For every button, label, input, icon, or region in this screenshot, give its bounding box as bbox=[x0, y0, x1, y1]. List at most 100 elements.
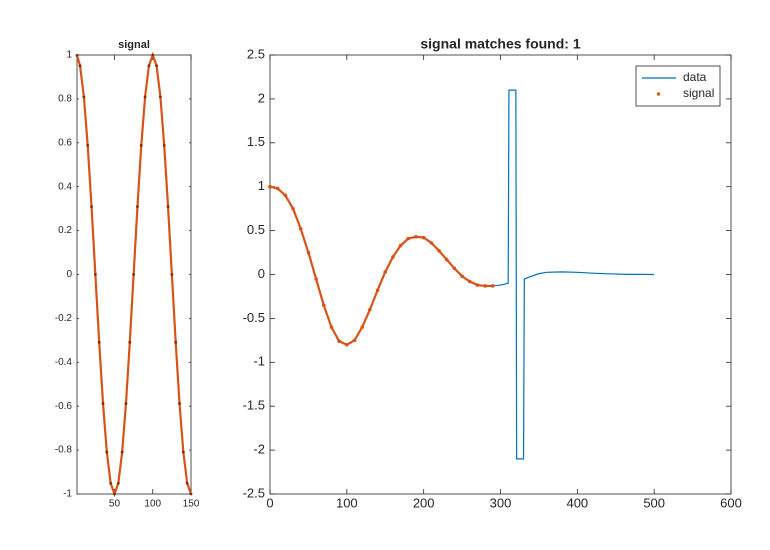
signal-line bbox=[269, 185, 493, 346]
y-tick-label: -2 bbox=[253, 442, 265, 457]
marker bbox=[352, 338, 357, 343]
y-tick-label: 2 bbox=[258, 90, 265, 105]
marker bbox=[147, 64, 151, 68]
marker bbox=[345, 342, 349, 347]
legend: data signal bbox=[635, 65, 721, 107]
marker bbox=[391, 255, 395, 259]
x-tick-label: 0 bbox=[266, 495, 273, 510]
y-tick-label: 2.5 bbox=[247, 46, 265, 61]
marker bbox=[421, 235, 426, 240]
marker bbox=[452, 266, 457, 271]
marker bbox=[151, 53, 155, 57]
marker bbox=[275, 186, 280, 191]
y-tick-label: 0 bbox=[258, 266, 265, 281]
marker bbox=[181, 450, 185, 454]
marker bbox=[82, 95, 86, 99]
y-tick-label: -1.5 bbox=[243, 398, 265, 413]
legend-label: signal bbox=[683, 86, 714, 100]
marker bbox=[406, 236, 411, 241]
x-tick-label: 150 bbox=[183, 499, 200, 510]
chart-title: signal matches found: 1 bbox=[420, 36, 580, 52]
marker bbox=[162, 144, 166, 147]
marker bbox=[185, 481, 189, 485]
x-tick-label: 300 bbox=[490, 495, 512, 510]
x-tick-label: 100 bbox=[144, 499, 161, 510]
marker bbox=[155, 64, 158, 68]
marker bbox=[97, 340, 101, 344]
marker bbox=[178, 402, 181, 405]
marker bbox=[116, 481, 120, 485]
y-tick-label: -0.6 bbox=[55, 401, 73, 412]
marker bbox=[429, 241, 434, 245]
marker bbox=[268, 184, 272, 189]
marker bbox=[75, 54, 79, 57]
legend-label: data bbox=[683, 70, 707, 84]
marker bbox=[189, 492, 193, 496]
marker bbox=[467, 279, 472, 284]
marker bbox=[143, 95, 147, 99]
marker bbox=[139, 144, 143, 147]
y-tick-label: 1 bbox=[66, 50, 72, 61]
y-tick-label: -1 bbox=[253, 354, 265, 369]
x-tick-label: 600 bbox=[720, 495, 742, 510]
marker bbox=[321, 303, 326, 308]
y-tick-label: 0.2 bbox=[58, 225, 72, 236]
y-tick-label: -0.5 bbox=[243, 310, 265, 325]
marker bbox=[444, 257, 449, 262]
y-tick-label: -0.4 bbox=[55, 357, 73, 368]
marker bbox=[124, 402, 128, 405]
axes: signal -1 -0.8 -0.6 -0.4 -0.2 0 0.2 0.4 0.6 0.8 150… bbox=[55, 39, 200, 510]
marker bbox=[86, 144, 90, 147]
x-tick-label: 200 bbox=[413, 495, 435, 510]
marker bbox=[136, 205, 139, 209]
plot-area bbox=[269, 54, 732, 495]
marker bbox=[93, 273, 97, 276]
marker bbox=[170, 273, 174, 276]
marker bbox=[483, 284, 487, 288]
marker bbox=[337, 339, 341, 344]
marker bbox=[109, 481, 113, 485]
marker bbox=[132, 273, 136, 276]
y-tick-label: 0 bbox=[66, 269, 72, 280]
marker bbox=[120, 450, 124, 454]
y-tick-label: 0.5 bbox=[247, 222, 265, 237]
marker bbox=[475, 283, 480, 287]
y-tick-label: 0.4 bbox=[58, 181, 72, 192]
marker bbox=[360, 325, 365, 329]
marker bbox=[491, 284, 495, 288]
marker bbox=[166, 205, 170, 209]
x-tick-label: 500 bbox=[643, 495, 665, 510]
legend-box bbox=[635, 65, 721, 107]
marker bbox=[113, 492, 116, 496]
marker bbox=[105, 450, 109, 454]
marker bbox=[398, 243, 403, 248]
marker bbox=[414, 234, 418, 239]
marker bbox=[128, 340, 132, 344]
marker bbox=[158, 95, 162, 99]
marker bbox=[298, 227, 303, 231]
marker bbox=[368, 307, 372, 312]
x-tick-label: 100 bbox=[336, 495, 358, 510]
y-tick-label: -0.2 bbox=[55, 313, 73, 324]
marker bbox=[306, 250, 311, 255]
chart-title: signal bbox=[118, 39, 150, 51]
y-tick-label: -0.8 bbox=[55, 445, 73, 456]
y-tick-label: -1 bbox=[63, 489, 72, 500]
y-tick-label: -2.5 bbox=[243, 485, 265, 500]
y-tick-label: 0.8 bbox=[58, 94, 72, 105]
marker bbox=[101, 402, 105, 405]
y-tick-label: 1.5 bbox=[247, 134, 265, 149]
y-tick-label: 1 bbox=[258, 178, 265, 193]
marker bbox=[90, 205, 93, 209]
marker bbox=[383, 270, 388, 274]
x-tick-label: 400 bbox=[566, 495, 588, 510]
marker bbox=[283, 193, 288, 198]
marker bbox=[375, 288, 380, 293]
marker bbox=[329, 325, 334, 329]
y-tick-label: 0.6 bbox=[58, 137, 72, 148]
marker bbox=[174, 340, 178, 344]
axes: signal matches found: 1 -2.5 -2 -1.5 -1 -0.5 0… bbox=[243, 36, 742, 511]
marker bbox=[437, 248, 441, 253]
marker bbox=[460, 274, 464, 279]
